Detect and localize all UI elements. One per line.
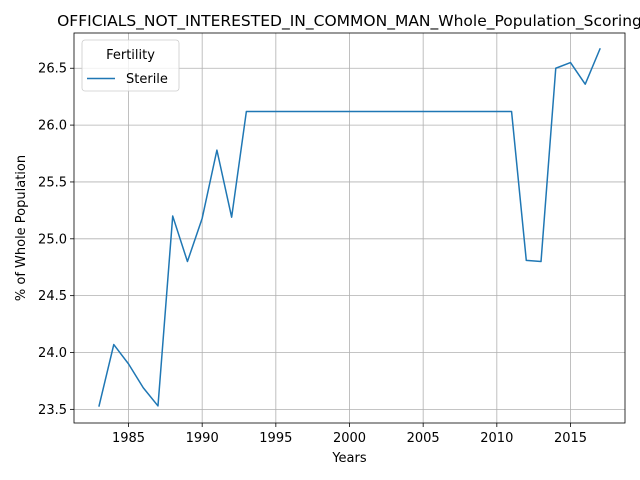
- legend: Fertility Sterile: [82, 40, 179, 91]
- x-axis-label: Years: [331, 451, 367, 466]
- x-tick-label: 2005: [407, 431, 440, 446]
- x-tick-label: 2015: [554, 431, 587, 446]
- x-tick-label: 2000: [333, 431, 366, 446]
- x-tick-label: 1985: [112, 431, 145, 446]
- y-tick-label: 26.5: [38, 62, 67, 77]
- x-tick-label: 1995: [259, 431, 292, 446]
- y-tick-label: 26.0: [38, 119, 67, 134]
- chart-title: OFFICIALS_NOT_INTERESTED_IN_COMMON_MAN_W…: [57, 12, 640, 31]
- legend-title: Fertility: [106, 48, 155, 63]
- x-tick-label: 2010: [480, 431, 513, 446]
- y-tick-label: 25.0: [38, 232, 67, 247]
- y-tick-label: 25.5: [38, 175, 67, 190]
- x-tick-label: 1990: [186, 431, 219, 446]
- y-tick-label: 24.5: [38, 289, 67, 304]
- legend-label-sterile: Sterile: [126, 72, 168, 87]
- y-tick-label: 24.0: [38, 346, 67, 361]
- y-tick-label: 23.5: [38, 403, 67, 418]
- grid: [74, 33, 625, 423]
- axis-ticks: 1985 1990 1995 2000 2005 2010 2015 23.5 24.0 24.5…: [38, 62, 587, 446]
- y-axis-label: % of Whole Population: [14, 155, 29, 301]
